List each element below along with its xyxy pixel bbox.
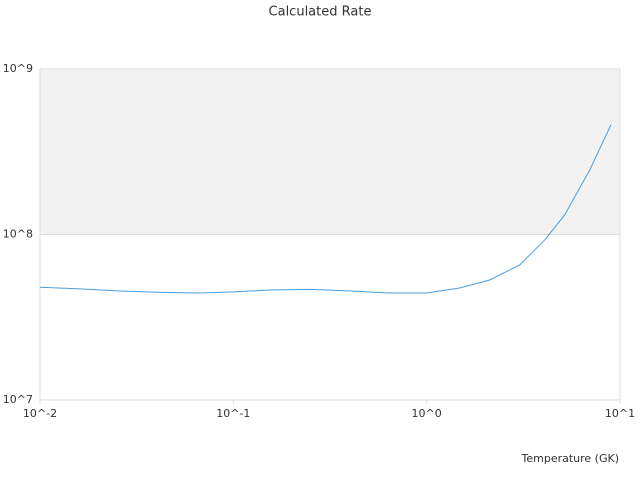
x-tick-label: 10^-1 [216,407,250,420]
x-tick-label: 10^1 [605,407,635,420]
x-axis-label: Temperature (GK) [521,452,620,465]
grid-band [40,69,620,235]
data-line [39,124,612,294]
x-tick-label: 10^0 [412,407,442,420]
x-tick-label: 10^-2 [23,407,57,420]
chart-title: Calculated Rate [269,5,372,20]
y-tick-label: 10^8 [3,228,33,241]
y-tick-label: 10^9 [3,62,33,75]
y-tick-label: 10^7 [3,393,33,406]
